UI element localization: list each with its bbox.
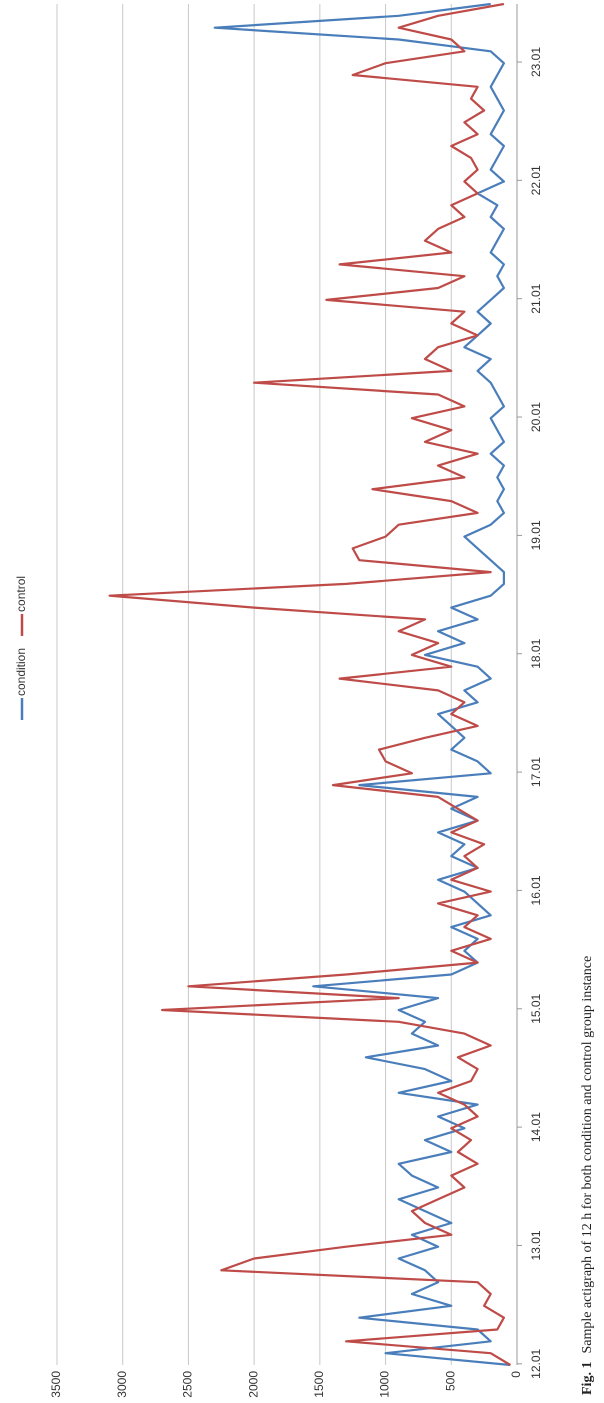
y-tick-label: 2500 bbox=[181, 1371, 195, 1398]
x-tick-label: 19.01 bbox=[529, 520, 543, 550]
caption-label: Fig. 1 bbox=[580, 1362, 595, 1395]
caption: Fig. 1 Sample actigraph of 12 h for both … bbox=[580, 956, 595, 1395]
y-tick-label: 0 bbox=[509, 1371, 523, 1378]
x-tick-label: 18.01 bbox=[529, 638, 543, 668]
x-tick-label: 22.01 bbox=[529, 165, 543, 195]
x-tick-label: 16.01 bbox=[529, 875, 543, 905]
series-line bbox=[108, 2, 511, 1366]
x-tick-label: 17.01 bbox=[529, 757, 543, 787]
x-tick-label: 15.01 bbox=[529, 993, 543, 1023]
y-tick-label: 500 bbox=[443, 1371, 457, 1391]
caption-text: Sample actigraph of 12 h for both condit… bbox=[580, 956, 595, 1354]
x-tick-label: 14.01 bbox=[529, 1112, 543, 1142]
x-tick-label: 21.01 bbox=[529, 283, 543, 313]
legend-label: control bbox=[14, 576, 28, 612]
x-tick-label: 12.01 bbox=[529, 1348, 543, 1378]
y-tick-label: 1000 bbox=[378, 1371, 392, 1398]
rotated-chart: Fig. 1 Sample actigraph of 12 h for both … bbox=[14, 2, 595, 1398]
x-tick-label: 20.01 bbox=[529, 402, 543, 432]
y-tick-label: 1500 bbox=[312, 1371, 326, 1398]
series-line bbox=[213, 2, 511, 1367]
y-tick-label: 3000 bbox=[115, 1371, 129, 1398]
y-tick-label: 2000 bbox=[246, 1371, 260, 1398]
legend-label: condition bbox=[14, 648, 28, 696]
y-tick-label: 3500 bbox=[49, 1371, 63, 1398]
x-tick-label: 13.01 bbox=[529, 1230, 543, 1260]
x-tick-label: 23.01 bbox=[529, 47, 543, 77]
